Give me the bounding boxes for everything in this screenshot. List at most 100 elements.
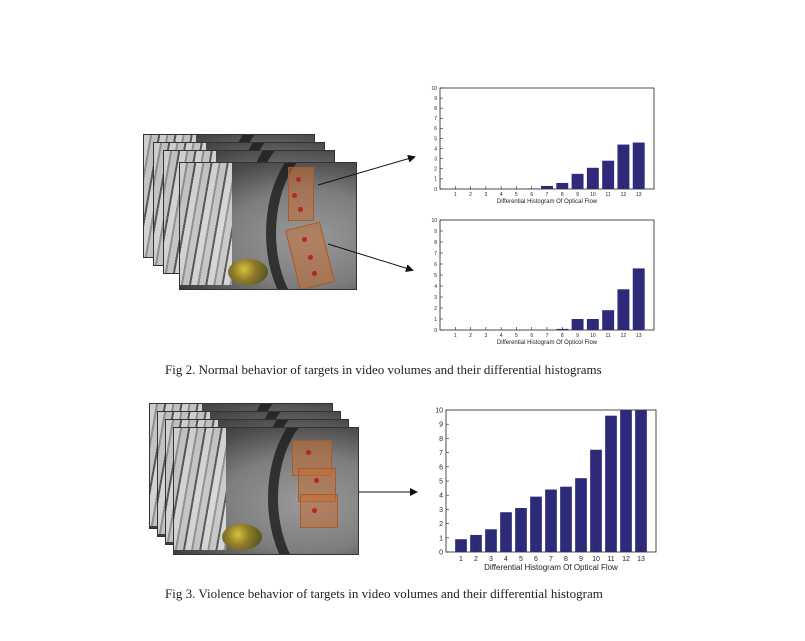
bar <box>617 144 630 189</box>
bar <box>586 167 599 189</box>
y-tick-label: 10 <box>431 86 437 92</box>
bar <box>545 489 557 552</box>
x-tick-label: 13 <box>636 333 642 339</box>
y-tick-label: 2 <box>434 306 437 312</box>
x-tick-label: 4 <box>500 192 503 198</box>
fig3-histogram: 0 1 2 3 4 5 6 7 8 9 10 1 2 3 4 5 6 7 8 9 10 11 12 13 Differentia… <box>420 404 660 576</box>
y-tick-label: 1 <box>434 177 437 183</box>
x-tick-label: 1 <box>454 192 457 198</box>
y-tick-label: 6 <box>434 126 437 132</box>
bar <box>560 486 572 552</box>
bar <box>620 410 632 552</box>
x-tick-label: 3 <box>484 333 487 339</box>
y-tick-label: 8 <box>434 106 437 112</box>
y-tick-label: 7 <box>434 116 437 122</box>
bar <box>556 182 569 189</box>
video-frame-front <box>179 162 357 290</box>
x-tick-label: 9 <box>576 192 579 198</box>
x-tick-label: 8 <box>564 556 568 563</box>
x-axis-label: Differential Histogram Of Optical Flow <box>484 563 618 572</box>
x-tick-label: 11 <box>607 556 614 563</box>
y-tick-label: 4 <box>439 493 443 500</box>
bar <box>632 142 645 189</box>
fig3-caption: Fig 3. Violence behavior of targets in v… <box>165 586 603 601</box>
x-tick-label: 12 <box>621 333 627 339</box>
y-tick-label: 9 <box>439 422 443 429</box>
bar <box>485 529 497 552</box>
x-tick-label: 1 <box>459 556 463 563</box>
bar <box>470 534 482 552</box>
bar <box>515 507 527 552</box>
bar <box>500 512 512 552</box>
x-tick-label: 6 <box>534 556 538 563</box>
y-tick-label: 3 <box>434 295 437 301</box>
x-tick-label: 12 <box>622 556 630 563</box>
x-tick-label: 13 <box>637 556 645 563</box>
x-tick-label: 8 <box>561 192 564 198</box>
fig2-histogram-top: 0 1 2 3 4 5 6 7 8 9 10 1 2 3 4 5 6 7 8 9 10 11 12 13 Differentia… <box>418 84 658 206</box>
x-tick-label: 3 <box>484 192 487 198</box>
x-tick-label: 5 <box>515 333 518 339</box>
y-tick-label: 10 <box>431 218 437 224</box>
bar <box>602 160 615 189</box>
x-tick-label: 13 <box>636 192 642 198</box>
x-tick-label: 7 <box>549 556 553 563</box>
y-tick-label: 7 <box>439 450 443 457</box>
bar <box>571 173 584 189</box>
x-tick-label: 7 <box>546 333 549 339</box>
x-tick-label: 2 <box>469 333 472 339</box>
fig2-caption: Fig 2. Normal behavior of targets in vid… <box>165 362 602 377</box>
x-axis-label: Differential Histogram Of Optical Flow <box>497 199 598 205</box>
bar <box>455 539 467 552</box>
y-tick-label: 0 <box>434 187 437 193</box>
y-tick-label: 5 <box>434 136 437 142</box>
y-tick-label: 1 <box>434 317 437 323</box>
y-tick-label: 0 <box>439 549 443 556</box>
x-tick-label: 2 <box>474 556 478 563</box>
fig2-histogram-bottom: 0 1 2 3 4 5 6 7 8 9 10 1 2 3 4 5 6 7 8 9 10 11 12 13 Differentia… <box>418 216 658 348</box>
bar <box>530 496 542 552</box>
x-tick-label: 5 <box>519 556 523 563</box>
target-box-3 <box>300 494 338 528</box>
x-tick-label: 6 <box>530 333 533 339</box>
x-tick-label: 9 <box>579 556 583 563</box>
x-tick-label: 5 <box>515 192 518 198</box>
y-tick-label: 4 <box>434 284 437 290</box>
y-tick-label: 5 <box>439 478 443 485</box>
y-tick-label: 2 <box>434 167 437 173</box>
y-tick-label: 6 <box>434 262 437 268</box>
y-tick-label: 6 <box>439 464 443 471</box>
x-tick-label: 11 <box>606 192 611 198</box>
x-axis-label: Differential Histogram Of Opticol Flow <box>497 340 598 346</box>
y-tick-label: 7 <box>434 251 437 257</box>
x-tick-label: 10 <box>590 192 596 198</box>
y-tick-label: 10 <box>435 407 443 414</box>
x-tick-label: 3 <box>489 556 493 563</box>
y-tick-label: 3 <box>434 156 437 162</box>
x-tick-label: 1 <box>454 333 457 339</box>
y-tick-label: 4 <box>434 146 437 152</box>
y-tick-label: 1 <box>439 535 443 542</box>
y-tick-label: 5 <box>434 273 437 279</box>
x-tick-label: 4 <box>500 333 503 339</box>
bar <box>590 449 602 552</box>
x-tick-label: 4 <box>504 556 508 563</box>
x-tick-label: 12 <box>621 192 627 198</box>
x-tick-label: 11 <box>606 333 611 339</box>
x-tick-label: 10 <box>592 556 600 563</box>
y-tick-label: 2 <box>439 521 443 528</box>
x-tick-label: 10 <box>590 333 596 339</box>
bar <box>575 478 587 552</box>
y-tick-label: 9 <box>434 229 437 235</box>
bar <box>635 410 647 552</box>
bar <box>632 268 645 330</box>
y-tick-label: 8 <box>439 436 443 443</box>
x-tick-label: 8 <box>561 333 564 339</box>
bar <box>605 415 617 552</box>
y-tick-label: 3 <box>439 507 443 514</box>
video-frame-front <box>173 427 359 555</box>
y-tick-label: 0 <box>434 328 437 334</box>
x-tick-label: 9 <box>576 333 579 339</box>
x-tick-label: 2 <box>469 192 472 198</box>
